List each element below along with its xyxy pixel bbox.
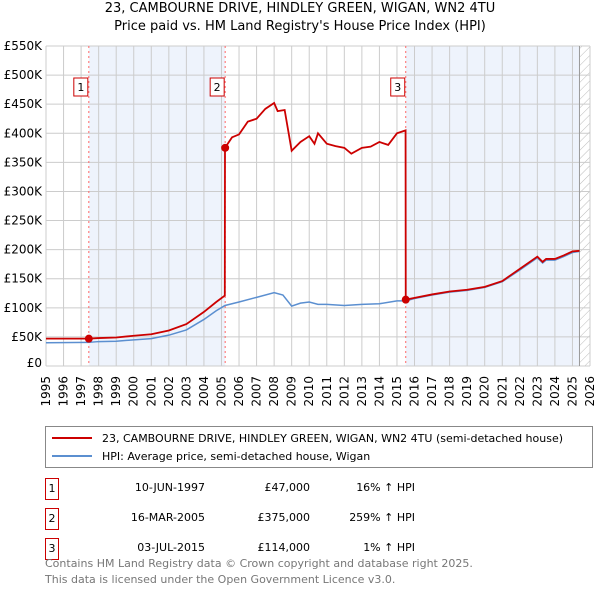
sale-row: 1 10-JUN-1997 £47,000 16% ↑ HPI: [45, 478, 545, 500]
x-tick-label: 2026: [583, 376, 597, 407]
sale-row: 2 16-MAR-2005 £375,000 259% ↑ HPI: [45, 508, 545, 530]
x-tick-label: 2020: [478, 376, 492, 407]
x-tick-label: 2023: [530, 376, 544, 407]
x-tick-label: 2004: [197, 376, 211, 407]
y-tick-label: £450K: [4, 97, 44, 111]
y-tick-label: £50K: [11, 330, 43, 344]
x-tick-label: 1996: [57, 376, 71, 407]
x-tick-label: 1999: [109, 376, 123, 407]
x-tick-label: 1995: [39, 376, 53, 407]
x-tick-label: 2016: [408, 376, 422, 407]
x-tick-label: 2012: [337, 376, 351, 407]
x-tick-label: 2007: [250, 376, 264, 407]
sale-date: 10-JUN-1997: [134, 481, 205, 494]
y-tick-label: £200K: [4, 243, 44, 257]
x-tick-label: 2017: [425, 376, 439, 407]
sale-date: 16-MAR-2005: [130, 511, 205, 524]
x-tick-label: 2003: [179, 376, 193, 407]
x-tick-label: 2011: [320, 376, 334, 407]
x-tick-label: 2008: [267, 376, 281, 407]
x-tick-label: 2001: [144, 376, 158, 407]
x-tick-label: 1998: [92, 376, 106, 407]
legend-swatch-red: [52, 437, 92, 439]
chart-subtitle: Price paid vs. HM Land Registry's House …: [114, 19, 486, 34]
x-tick-label: 2000: [127, 376, 141, 407]
legend: 23, CAMBOURNE DRIVE, HINDLEY GREEN, WIGA…: [45, 426, 593, 468]
x-tick-label: 2005: [214, 376, 228, 407]
sale-row: 3 03-JUL-2015 £114,000 1% ↑ HPI: [45, 538, 545, 560]
x-tick-label: 2022: [513, 376, 527, 407]
x-tick-label: 2021: [495, 376, 509, 407]
legend-item-property: 23, CAMBOURNE DRIVE, HINDLEY GREEN, WIGA…: [52, 430, 563, 446]
legend-label: HPI: Average price, semi-detached house,…: [102, 449, 371, 463]
sale-badge-box: [73, 77, 89, 97]
sale-price: £114,000: [257, 541, 311, 554]
sale-badge-label: 2: [214, 81, 221, 94]
sale-date: 03-JUL-2015: [137, 541, 205, 554]
footer-copyright: Contains HM Land Registry data © Crown c…: [45, 557, 473, 570]
sale-point: [221, 143, 230, 152]
legend-label: 23, CAMBOURNE DRIVE, HINDLEY GREEN, WIGA…: [102, 431, 564, 445]
shaded-region: [405, 46, 580, 366]
x-tick-label: 2019: [460, 376, 474, 407]
x-tick-label: 2025: [565, 376, 579, 407]
price-chart: 1995 1996 1997 1998 1999 2000 2001 2002 2003 2004…: [4, 39, 597, 407]
y-tick-label: £150K: [4, 272, 44, 286]
forecast-hatch: [579, 46, 590, 366]
legend-swatch-blue: [52, 455, 92, 457]
sale-point: [401, 295, 410, 304]
y-tick-label: £0: [27, 356, 42, 370]
sale-point: [84, 334, 93, 343]
x-tick-label: 2014: [372, 376, 386, 407]
series-line-hpi: [45, 250, 580, 344]
sale-badge-label: 1: [77, 81, 84, 94]
x-tick-label: 2024: [548, 376, 562, 407]
sale-badge: 1: [45, 478, 59, 500]
x-tick-label: 2018: [443, 376, 457, 407]
y-tick-label: £400K: [4, 126, 44, 140]
x-tick-label: 2006: [232, 376, 246, 407]
chart-title: 23, CAMBOURNE DRIVE, HINDLEY GREEN, WIGA…: [104, 1, 496, 16]
sale-badge-label: 3: [394, 81, 401, 94]
x-tick-label: 2010: [302, 376, 316, 407]
x-tick-label: 2002: [162, 376, 176, 407]
footer-licence: This data is licensed under the Open Gov…: [45, 573, 396, 586]
x-tick-label: 2013: [355, 376, 369, 407]
y-tick-label: £300K: [4, 184, 44, 198]
x-tick-label: 1997: [74, 376, 88, 407]
y-tick-label: £100K: [4, 301, 44, 315]
sale-badge: 2: [45, 508, 59, 530]
sale-hpi-change: 1% ↑ HPI: [363, 541, 415, 554]
x-tick-label: 2009: [285, 376, 299, 407]
sale-price: £47,000: [264, 481, 311, 494]
y-tick-label: £350K: [4, 155, 44, 169]
y-tick-label: £500K: [4, 68, 44, 82]
series-line-property: [46, 101, 580, 340]
x-tick-label: 2015: [390, 376, 404, 407]
y-tick-label: £550K: [4, 39, 44, 53]
sale-badge-box: [390, 77, 406, 97]
sale-hpi-change: 16% ↑ HPI: [356, 481, 415, 494]
sale-price: £375,000: [257, 511, 311, 524]
sale-badge-box: [209, 77, 225, 97]
sale-hpi-change: 259% ↑ HPI: [349, 511, 415, 524]
sale-badge: 3: [45, 538, 59, 560]
legend-item-hpi: HPI: Average price, semi-detached house,…: [52, 448, 370, 464]
y-tick-label: £250K: [4, 214, 44, 228]
